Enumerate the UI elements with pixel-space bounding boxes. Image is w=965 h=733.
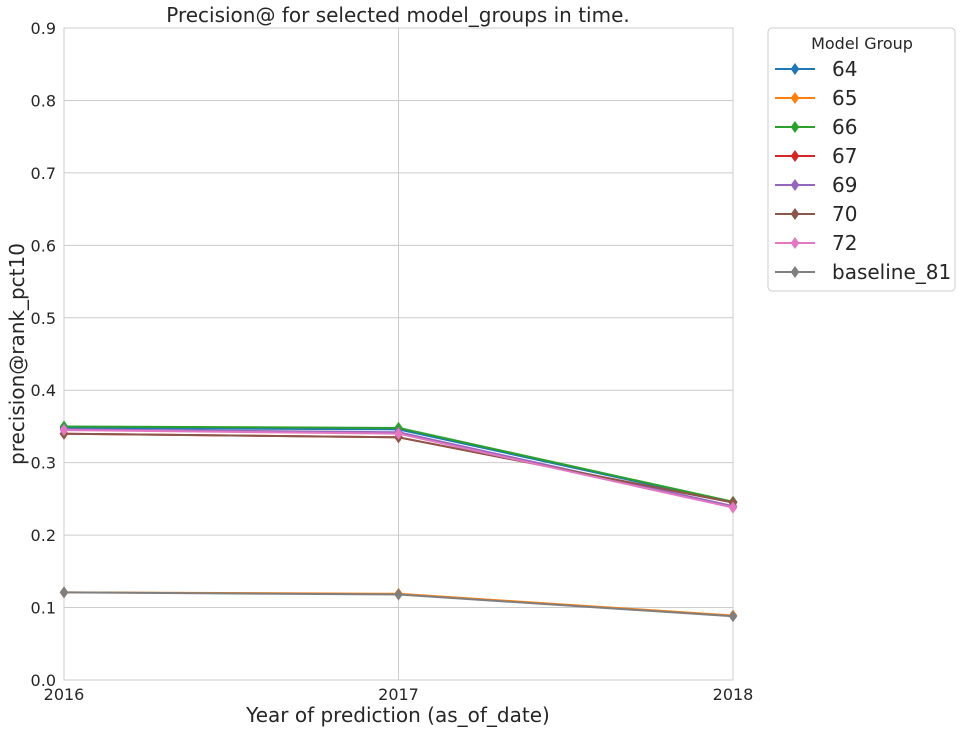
legend-entry: 69 — [775, 173, 857, 197]
legend-swatch-marker — [790, 121, 800, 133]
legend-label: 67 — [832, 144, 857, 168]
legend-swatch-marker — [790, 150, 800, 162]
legend: Model Group 64 65 66 67 69 70 72 baseline_81 — [767, 27, 956, 292]
data-point — [59, 586, 69, 599]
series-72 — [59, 424, 738, 514]
legend-label: 69 — [832, 173, 857, 197]
x-tick-label: 2016 — [44, 685, 85, 704]
legend-entry: 70 — [775, 202, 857, 226]
x-tick-label: 2018 — [713, 685, 754, 704]
x-axis-title: Year of prediction (as_of_date) — [245, 703, 550, 727]
legend-swatch-marker — [790, 208, 800, 220]
legend-swatch-marker — [790, 179, 800, 191]
legend-label: 65 — [832, 86, 857, 110]
legend-swatch-marker — [790, 237, 800, 249]
legend-entry: 67 — [775, 144, 857, 168]
y-tick-label: 0.6 — [31, 236, 56, 255]
legend-label: 70 — [832, 202, 857, 226]
y-tick-label: 0.0 — [31, 671, 56, 690]
legend-entry: 65 — [775, 86, 857, 110]
legend-label: 64 — [832, 57, 857, 81]
series-layer — [59, 420, 738, 623]
y-axis-title: precision@rank_pct10 — [5, 243, 29, 465]
legend-title: Model Group — [811, 34, 913, 53]
y-tick-label: 0.3 — [31, 454, 56, 473]
y-tick-label: 0.9 — [31, 19, 56, 38]
y-tick-label: 0.1 — [31, 599, 56, 618]
legend-swatch-marker — [790, 92, 800, 104]
chart-title: Precision@ for selected model_groups in … — [166, 3, 630, 27]
data-point — [394, 588, 403, 601]
legend-swatch-marker — [790, 266, 800, 278]
y-tick-label: 0.2 — [31, 526, 56, 545]
legend-entry: 64 — [775, 57, 857, 81]
legend-label: 66 — [832, 115, 857, 139]
series-baseline_81 — [59, 586, 738, 623]
legend-entry: baseline_81 — [775, 260, 951, 284]
x-tick-label: 2017 — [378, 685, 419, 704]
legend-frame — [767, 27, 956, 292]
y-tick-label: 0.4 — [31, 381, 56, 400]
data-point — [728, 610, 738, 623]
data-point — [394, 427, 403, 440]
legend-entry: 72 — [775, 231, 857, 255]
plot-area-frame — [63, 27, 734, 681]
data-point — [728, 501, 738, 514]
y-tick-label: 0.8 — [31, 91, 56, 110]
tick-labels: 0.0 0.1 0.2 0.3 0.4 0.5 0.6 0.7 0.8 0.9 2016 2017 20… — [31, 19, 754, 704]
y-tick-label: 0.7 — [31, 164, 56, 183]
legend-entries: 64 65 66 67 69 70 72 baseline_81 — [775, 57, 951, 284]
y-tick-label: 0.5 — [31, 309, 56, 328]
data-point — [59, 424, 69, 437]
legend-label: 72 — [832, 231, 857, 255]
legend-swatch-marker — [790, 63, 800, 75]
legend-entry: 66 — [775, 115, 857, 139]
legend-label: baseline_81 — [832, 260, 951, 284]
